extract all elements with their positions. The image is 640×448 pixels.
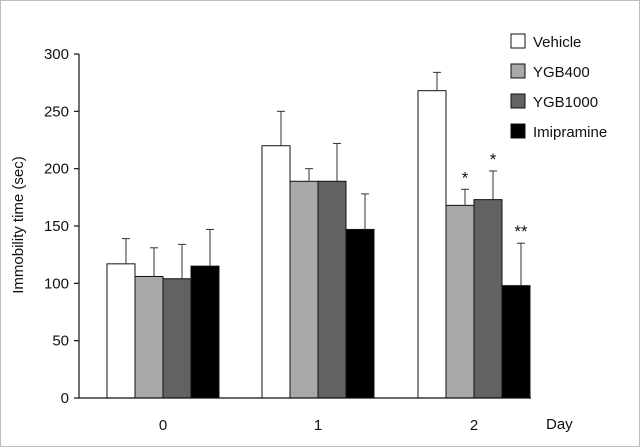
bar-ygb400-day-2: [445, 204, 475, 399]
bar-imipramine-day-1: [345, 228, 375, 399]
significance-annotation: *: [462, 168, 469, 187]
bars-layer: [106, 90, 531, 399]
bar-ygb400-day-0: [134, 275, 164, 399]
x-tick-label: 2: [470, 417, 478, 434]
y-tick-label: 50: [52, 333, 69, 350]
x-tick-label: 0: [159, 417, 167, 434]
bar-ygb1000-day-1: [317, 180, 347, 399]
bar-ygb1000-day-0: [162, 278, 192, 399]
bar-imipramine-day-2: [501, 285, 531, 399]
y-tick-label: 150: [44, 218, 69, 235]
legend-label-ygb1000: YGB1000: [533, 94, 598, 111]
bar-vehicle-day-0: [106, 263, 136, 399]
bar-imipramine-day-0: [190, 265, 220, 399]
legend-swatch-vehicle: [510, 33, 526, 49]
annotations-layer: ****: [462, 150, 528, 241]
y-axis-label: Immobility time (sec): [10, 156, 27, 294]
significance-annotation: *: [490, 150, 497, 169]
bar-vehicle-day-1: [261, 145, 291, 399]
x-axis-label: Day: [546, 416, 573, 433]
y-tick-label: 200: [44, 161, 69, 178]
bar-vehicle-day-2: [417, 90, 447, 399]
legend-swatch-ygb1000: [510, 93, 526, 109]
legend-label-imipramine: Imipramine: [533, 124, 607, 141]
bar-ygb400-day-1: [289, 180, 319, 399]
y-tick-label: 100: [44, 275, 69, 292]
significance-annotation: **: [514, 222, 528, 241]
x-ticks-layer: 0 1 2: [159, 417, 478, 434]
bar-ygb1000-day-2: [473, 199, 503, 399]
y-tick-label: 0: [61, 390, 69, 407]
legend-swatch-imipramine: [510, 123, 526, 139]
y-tick-label: 300: [44, 46, 69, 63]
x-tick-label: 1: [314, 417, 322, 434]
y-ticks-layer: 0 50 100 150 200 250 300: [44, 46, 79, 407]
y-tick-label: 250: [44, 103, 69, 120]
error-bars-layer: [122, 71, 525, 286]
legend-label-vehicle: Vehicle: [533, 34, 581, 51]
legend-label-ygb400: YGB400: [533, 64, 590, 81]
legend-swatch-ygb400: [510, 63, 526, 79]
legend: Vehicle YGB400 YGB1000 Imipramine: [510, 33, 607, 141]
